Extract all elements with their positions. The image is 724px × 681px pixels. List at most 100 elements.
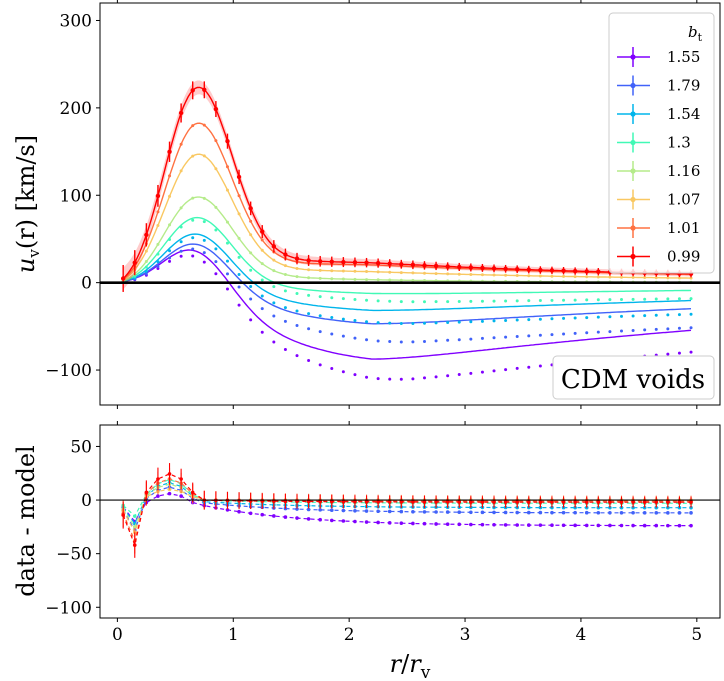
data-point (457, 338, 461, 342)
annotation: CDM voids (552, 355, 715, 400)
data-point (272, 258, 276, 262)
data-point (260, 248, 264, 252)
legend-entry-1.54: 1.54 (617, 104, 700, 124)
residual-point (561, 510, 566, 515)
data-point (410, 262, 416, 268)
data-point (191, 154, 195, 158)
data-point (480, 370, 484, 374)
data-point (341, 269, 345, 273)
residual-point (550, 523, 554, 528)
residual-point (353, 519, 357, 524)
residual-point (422, 510, 427, 514)
data-point (179, 206, 183, 210)
legend-label: 1.3 (667, 134, 691, 152)
residual-point (318, 499, 322, 504)
data-point (202, 238, 206, 242)
data-point (562, 298, 566, 302)
residual-line (122, 492, 692, 527)
data-point (318, 363, 322, 367)
residual-point (469, 510, 473, 515)
data-point (330, 296, 334, 300)
residual-point (364, 500, 369, 504)
residual-point (666, 523, 670, 528)
legend-label: 1.54 (667, 105, 700, 123)
legend-marker (630, 253, 636, 260)
data-point (596, 330, 600, 334)
residual-point (445, 500, 450, 504)
data-point (457, 320, 461, 324)
data-point (191, 218, 195, 222)
data-point (168, 223, 172, 227)
data-point (214, 205, 218, 209)
x-tick-label: 4 (576, 625, 587, 645)
residual-point (526, 510, 531, 515)
residual-point (144, 490, 149, 495)
data-point (585, 316, 589, 320)
data-point (365, 278, 369, 282)
y-tick-label: −50 (56, 545, 92, 565)
data-point (433, 263, 439, 269)
data-point (341, 259, 346, 265)
residual-point (561, 500, 566, 504)
data-point (225, 138, 230, 144)
data-point (307, 268, 311, 272)
data-point (317, 259, 323, 264)
legend-title: bt (688, 23, 703, 44)
residual-point (387, 509, 392, 514)
residual-point (608, 523, 612, 528)
data-point (538, 267, 543, 273)
data-point (144, 272, 148, 276)
data-point (283, 252, 288, 257)
data-point (237, 255, 241, 259)
data-point (155, 193, 161, 199)
data-point (225, 241, 229, 245)
residual-point (341, 519, 346, 523)
residual-point (272, 514, 276, 518)
data-point (480, 273, 484, 277)
data-point (608, 275, 612, 279)
data-point (654, 313, 658, 317)
y-tick-label: 300 (60, 11, 92, 31)
residual-point (538, 510, 543, 515)
data-point (596, 315, 600, 319)
data-point (260, 294, 264, 298)
residual-point (550, 510, 554, 515)
annotation-text: CDM voids (561, 365, 705, 395)
data-point (307, 293, 311, 297)
series-1.07 (121, 153, 693, 282)
data-point (596, 269, 601, 274)
residual-point (353, 509, 357, 513)
bottom-series-group (121, 463, 693, 558)
residual-point (689, 511, 693, 515)
data-point (283, 319, 287, 323)
legend-marker (630, 139, 636, 146)
residual-point (295, 516, 299, 520)
data-point (353, 277, 357, 281)
data-point (295, 266, 299, 270)
residual-point (179, 494, 183, 498)
residual-point (619, 510, 624, 515)
data-point (225, 272, 229, 276)
residual-point (642, 500, 647, 504)
data-point (120, 276, 126, 281)
data-point (330, 332, 334, 336)
data-point (341, 370, 345, 374)
data-point (480, 319, 484, 323)
residual-point (666, 500, 670, 504)
data-point (643, 328, 647, 332)
residual-point (132, 514, 137, 518)
residual-point (642, 523, 647, 528)
series-1.3 (121, 216, 693, 304)
legend-marker (630, 196, 636, 203)
residual-point (329, 518, 334, 523)
residual-point (608, 500, 612, 504)
data-point (527, 318, 531, 322)
data-point (225, 259, 229, 263)
data-point (457, 299, 461, 303)
data-point (388, 299, 392, 303)
data-point (330, 269, 334, 273)
data-point (619, 314, 623, 318)
residual-point (341, 499, 346, 504)
data-point (132, 260, 137, 265)
data-point (631, 297, 635, 301)
